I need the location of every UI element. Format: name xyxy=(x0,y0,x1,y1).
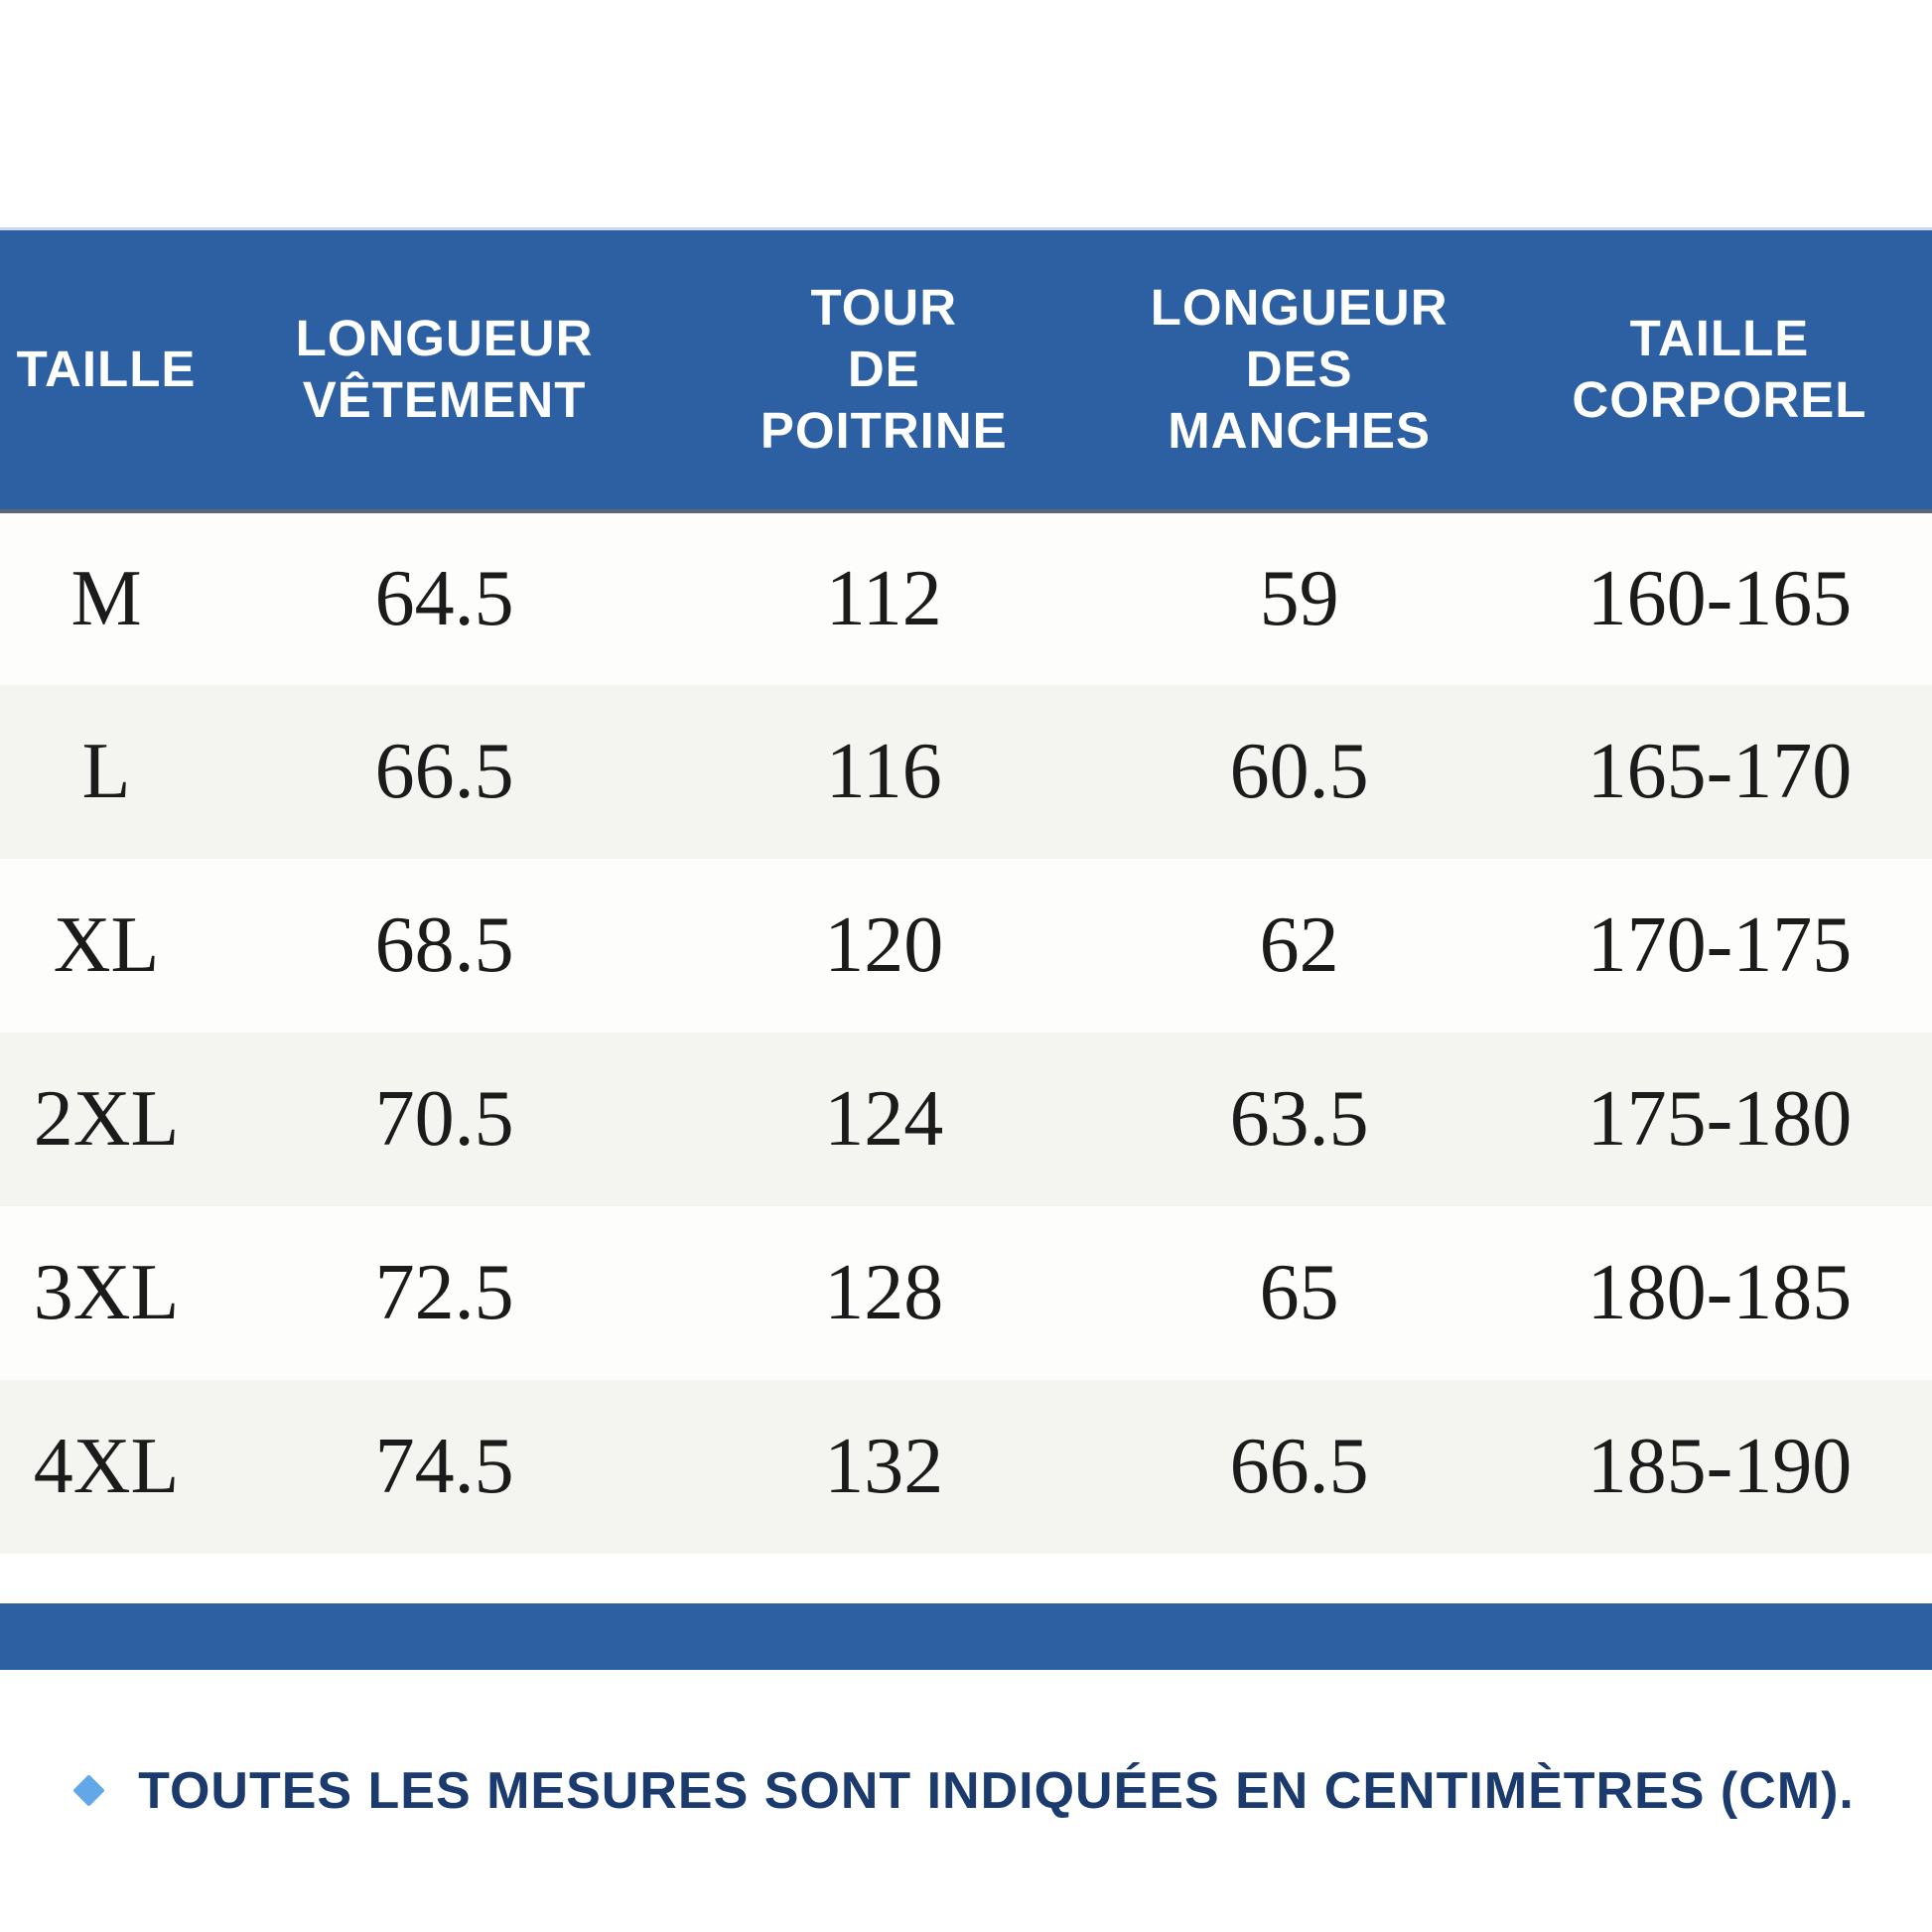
cell-garment-length: 70.5 xyxy=(212,1032,677,1206)
header-row: TAILLE LONGUEUR VÊTEMENT TOUR DE POITRIN… xyxy=(0,227,1932,513)
table-row: M 64.5 112 59 160-165 xyxy=(0,510,1932,685)
column-header-tour-de-poitrine: TOUR DE POITRINE xyxy=(676,227,1092,513)
cell-garment-length: 74.5 xyxy=(212,1379,677,1554)
cell-size: 3XL xyxy=(0,1205,213,1380)
table-row: 3XL 72.5 128 65 180-185 xyxy=(0,1205,1932,1380)
cell-chest: 132 xyxy=(676,1379,1092,1554)
cell-chest: 116 xyxy=(676,684,1092,859)
cell-body-height: 185-190 xyxy=(1506,1379,1932,1554)
cell-garment-length: 68.5 xyxy=(212,858,677,1033)
column-header-taille-corporel: TAILLE CORPOREL xyxy=(1506,227,1932,513)
cell-body-height: 165-170 xyxy=(1506,684,1932,859)
diamond-icon xyxy=(72,1774,105,1807)
cell-sleeve-length: 65 xyxy=(1091,1205,1507,1380)
cell-body-height: 160-165 xyxy=(1506,510,1932,685)
table-row: XL 68.5 120 62 170-175 xyxy=(0,858,1932,1033)
top-spacer xyxy=(0,0,1932,227)
cell-size: L xyxy=(0,684,213,859)
cell-garment-length: 66.5 xyxy=(212,684,677,859)
bottom-spacer xyxy=(0,1554,1932,1603)
cell-chest: 128 xyxy=(676,1205,1092,1380)
cell-body-height: 170-175 xyxy=(1506,858,1932,1033)
table-body: M 64.5 112 59 160-165 L 66.5 116 60.5 16… xyxy=(0,510,1932,1554)
measurement-note-text: TOUTES LES MESURES SONT INDIQUÉES EN CEN… xyxy=(138,1761,1855,1820)
cell-chest: 112 xyxy=(676,510,1092,685)
column-header-taille: TAILLE xyxy=(0,227,213,513)
cell-garment-length: 64.5 xyxy=(212,510,677,685)
cell-size: 4XL xyxy=(0,1379,213,1554)
cell-garment-length: 72.5 xyxy=(212,1205,677,1380)
cell-body-height: 175-180 xyxy=(1506,1032,1932,1206)
cell-size: M xyxy=(0,510,213,685)
table-header: TAILLE LONGUEUR VÊTEMENT TOUR DE POITRIN… xyxy=(0,227,1932,513)
measurement-note: TOUTES LES MESURES SONT INDIQUÉES EN CEN… xyxy=(0,1761,1932,1821)
column-header-longueur-des-manches: LONGUEUR DES MANCHES xyxy=(1091,227,1507,513)
cell-size: XL xyxy=(0,858,213,1033)
cell-sleeve-length: 66.5 xyxy=(1091,1379,1507,1554)
table-row: L 66.5 116 60.5 165-170 xyxy=(0,684,1932,859)
cell-sleeve-length: 59 xyxy=(1091,510,1507,685)
cell-body-height: 180-185 xyxy=(1506,1205,1932,1380)
cell-sleeve-length: 60.5 xyxy=(1091,684,1507,859)
cell-sleeve-length: 63.5 xyxy=(1091,1032,1507,1206)
table-row: 2XL 70.5 124 63.5 175-180 xyxy=(0,1032,1932,1206)
cell-size: 2XL xyxy=(0,1032,213,1206)
cell-sleeve-length: 62 xyxy=(1091,858,1507,1033)
bottom-accent-bar xyxy=(0,1602,1932,1670)
table-row: 4XL 74.5 132 66.5 185-190 xyxy=(0,1379,1932,1554)
size-chart-table: TAILLE LONGUEUR VÊTEMENT TOUR DE POITRIN… xyxy=(0,227,1932,1554)
cell-chest: 120 xyxy=(676,858,1092,1033)
cell-chest: 124 xyxy=(676,1032,1092,1206)
column-header-longueur-vetement: LONGUEUR VÊTEMENT xyxy=(212,227,677,513)
